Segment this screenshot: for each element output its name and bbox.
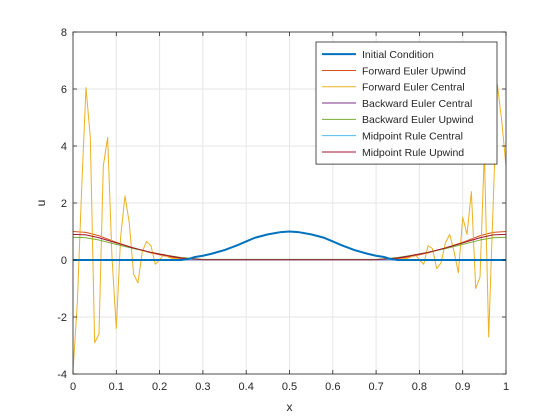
x-tick-label: 0.4 xyxy=(239,381,254,393)
y-axis-label: u xyxy=(34,200,48,207)
x-tick-label: 0.2 xyxy=(152,381,167,393)
x-tick-label: 0.1 xyxy=(109,381,124,393)
x-tick-label: 0.5 xyxy=(282,381,297,393)
x-tick-label: 1 xyxy=(503,381,509,393)
y-tick-label: -4 xyxy=(57,369,67,381)
y-tick-label: 4 xyxy=(61,141,67,153)
x-tick-label: 0.9 xyxy=(455,381,470,393)
legend-entry: Backward Euler Upwind xyxy=(362,114,474,126)
x-tick-label: 0.6 xyxy=(325,381,340,393)
x-tick-label: 0 xyxy=(70,381,76,393)
series-line-0 xyxy=(73,230,506,261)
y-tick-label: 2 xyxy=(61,198,67,210)
y-tick-label: 6 xyxy=(61,84,67,96)
legend-entry: Initial Condition xyxy=(362,49,434,61)
series-group xyxy=(73,84,506,372)
x-tick-label: 0.7 xyxy=(368,381,383,393)
legend-entry: Forward Euler Central xyxy=(362,82,465,94)
x-tick-label: 0.8 xyxy=(412,381,427,393)
y-tick-label: 8 xyxy=(61,27,67,39)
y-tick-label: 0 xyxy=(61,255,67,267)
legend-entry: Midpoint Rule Central xyxy=(362,130,463,142)
ticks: 0 0.1 0.2 0.3 0.4 0.5 0.6 0.7 0.8 0.9 1 -4 -2 0 2 4 6 8 xyxy=(57,27,509,393)
x-axis-label: x xyxy=(287,400,293,414)
x-tick-label: 0.3 xyxy=(195,381,210,393)
legend-entry: Midpoint Rule Upwind xyxy=(362,147,464,159)
y-tick-label: -2 xyxy=(57,312,67,324)
legend: Initial Condition Forward Euler Upwind For… xyxy=(315,41,498,165)
series-line-6 xyxy=(73,233,506,261)
legend-entry: Backward Euler Central xyxy=(362,98,472,110)
legend-entry: Forward Euler Upwind xyxy=(362,65,466,77)
